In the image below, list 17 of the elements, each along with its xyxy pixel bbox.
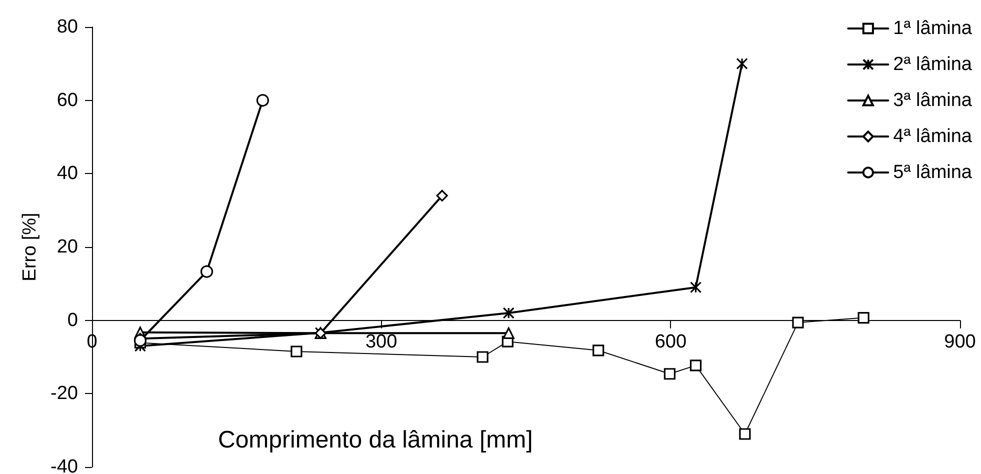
y-tick-label: 60 <box>56 90 78 111</box>
y-tick-label: 20 <box>56 236 78 258</box>
legend-label: 1ª lâmina <box>893 18 972 39</box>
y-tick-label: 40 <box>56 163 78 184</box>
x-tick-label: 600 <box>654 331 687 352</box>
y-tick-label: 80 <box>56 16 78 38</box>
legend-label: 5ª lâmina <box>893 162 972 183</box>
y-tick-label: -20 <box>50 383 78 404</box>
y-tick-label: 0 <box>67 310 78 331</box>
x-axis-title: Comprimento da lâmina [mm] <box>218 426 533 454</box>
y-tick-label: -40 <box>50 456 78 474</box>
legend-label: 2ª lâmina <box>893 54 972 75</box>
legend-label: 4ª lâmina <box>893 126 972 147</box>
x-tick-label: 900 <box>944 331 976 352</box>
y-axis-title: Erro [%] <box>20 212 41 282</box>
legend-label: 3ª lâmina <box>893 90 972 111</box>
x-tick-label: 300 <box>365 331 398 352</box>
